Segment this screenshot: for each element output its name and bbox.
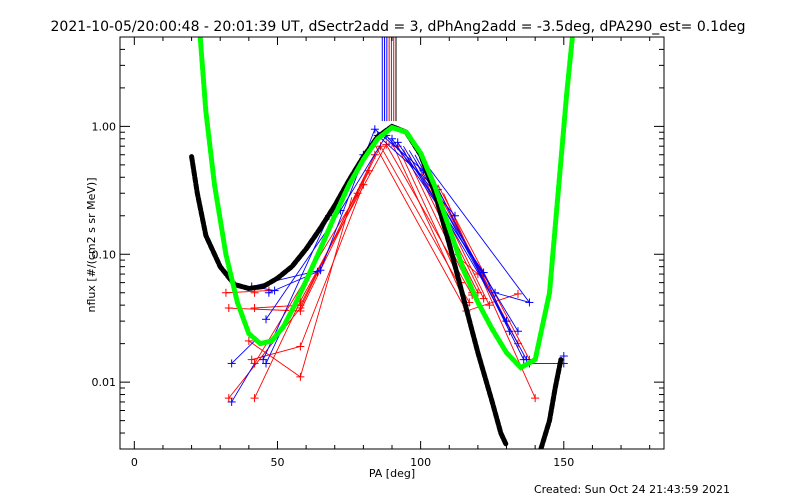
fit-curve	[197, 37, 575, 371]
x-tick-label: 0	[131, 456, 138, 469]
plot-data-layer	[189, 37, 575, 449]
data-segment	[248, 340, 301, 378]
data-segment	[391, 142, 467, 306]
data-segment	[251, 346, 301, 361]
data-segment	[254, 300, 301, 399]
x-tick-label: 150	[553, 456, 574, 469]
axes-layer: 0 50 100 150 0.01 0.10 1.00	[92, 36, 664, 469]
data-segment	[228, 307, 301, 399]
data-segment	[231, 340, 255, 364]
data-segment	[231, 363, 255, 403]
data-segment	[299, 196, 353, 377]
data-segment	[420, 156, 530, 303]
fit-curve	[538, 357, 564, 449]
data-segment	[374, 144, 467, 312]
footer-created-timestamp: Created: Sun Oct 24 21:43:59 2021	[534, 483, 730, 496]
data-segment	[494, 292, 530, 303]
data-segment	[380, 145, 470, 303]
chart-title: 2021-10-05/20:00:48 - 20:01:39 UT, dSect…	[51, 19, 746, 35]
y-tick-label: 0.10	[92, 248, 117, 261]
y-tick-label: 0.01	[92, 376, 117, 389]
data-segment	[299, 145, 381, 306]
data-segment	[397, 146, 462, 283]
x-axis-label: PA [deg]	[369, 467, 415, 480]
x-tick-label: 100	[410, 456, 431, 469]
y-tick-label: 1.00	[92, 120, 117, 133]
y-axis-label: nflux [#/(cm2 s sr MeV)]	[85, 178, 98, 313]
x-tick-label: 50	[270, 456, 284, 469]
data-segment	[340, 135, 387, 211]
